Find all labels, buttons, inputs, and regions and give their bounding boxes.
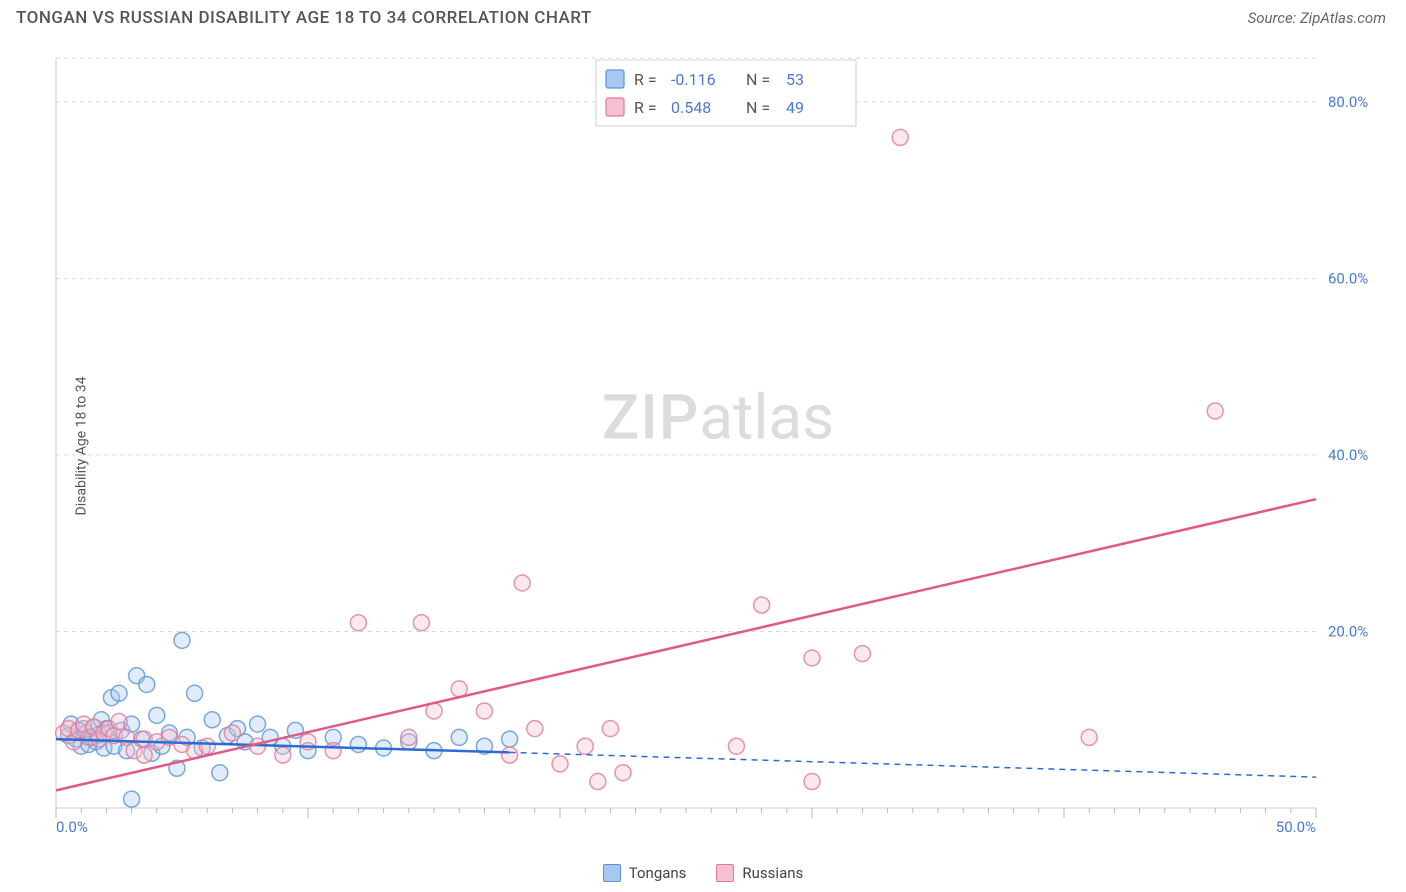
- svg-text:20.0%: 20.0%: [1328, 623, 1368, 641]
- svg-text:R =: R =: [634, 98, 657, 117]
- bottom-legend: Tongans Russians: [0, 864, 1406, 882]
- svg-text:40.0%: 40.0%: [1328, 446, 1368, 464]
- scatter-chart: 20.0% 40.0% 60.0% 80.0% 0.0% 50.0% R = -0.116 N …: [50, 48, 1386, 836]
- svg-text:N =: N =: [746, 70, 770, 89]
- svg-text:N =: N =: [746, 98, 770, 117]
- chart-title: TONGAN VS RUSSIAN DISABILITY AGE 18 TO 3…: [16, 8, 592, 28]
- legend-label: Tongans: [629, 864, 687, 882]
- svg-text:0.0%: 0.0%: [56, 818, 88, 836]
- svg-text:R =: R =: [634, 70, 657, 89]
- svg-text:53: 53: [786, 70, 804, 89]
- svg-text:80.0%: 80.0%: [1328, 93, 1368, 111]
- svg-text:50.0%: 50.0%: [1276, 818, 1316, 836]
- chart-source: Source: ZipAtlas.com: [1248, 9, 1386, 27]
- legend-swatch: [603, 864, 621, 882]
- legend-item-tongans: Tongans: [603, 864, 687, 882]
- svg-text:60.0%: 60.0%: [1328, 270, 1368, 288]
- chart-header: TONGAN VS RUSSIAN DISABILITY AGE 18 TO 3…: [0, 0, 1406, 36]
- chart-area: ZIPatlas 20.0%40.0%60.0%80.0%0.0%50.0%R …: [50, 48, 1386, 836]
- legend-swatch: [716, 864, 734, 882]
- svg-text:0.548: 0.548: [671, 98, 711, 117]
- svg-text:-0.116: -0.116: [671, 70, 716, 89]
- svg-text:49: 49: [786, 98, 804, 117]
- legend-label: Russians: [742, 864, 803, 882]
- legend-item-russians: Russians: [716, 864, 803, 882]
